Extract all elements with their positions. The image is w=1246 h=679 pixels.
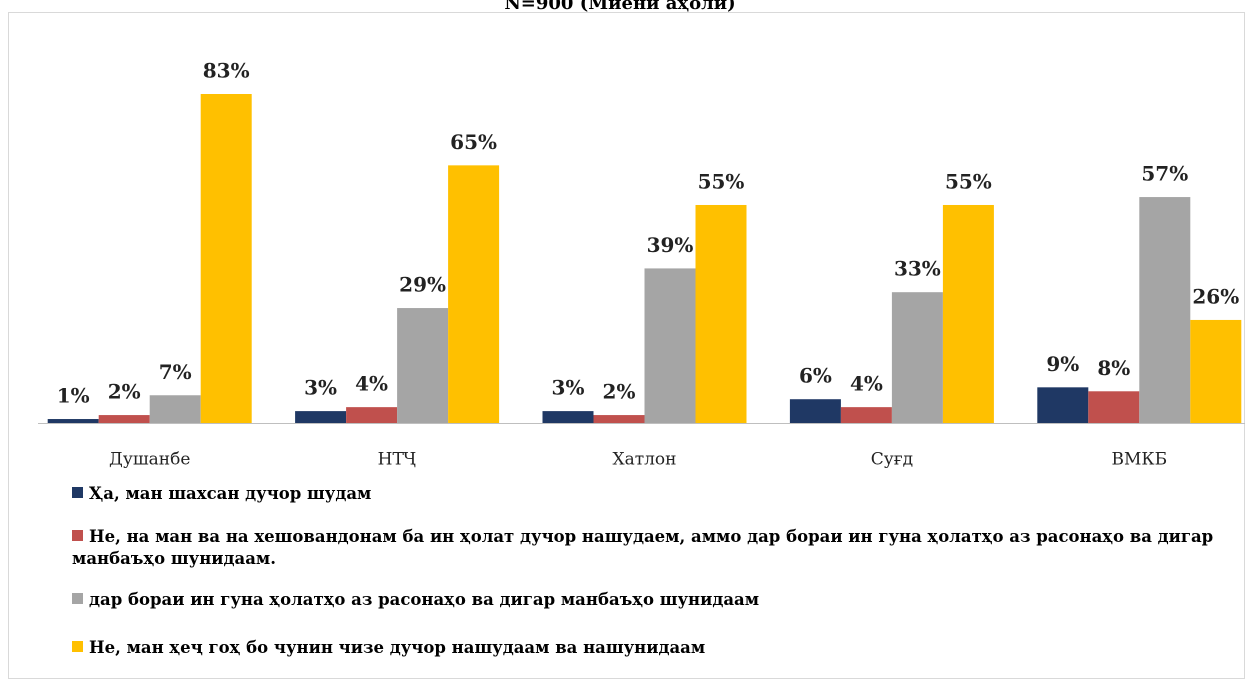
chart-title: N=900 (Миёни аҳолӣ) [504, 0, 735, 14]
legend-swatch [72, 530, 83, 541]
data-label: 6% [799, 364, 832, 388]
x-tick-label: ВМКБ [1112, 450, 1168, 470]
data-label: 2% [108, 380, 141, 404]
bar [200, 94, 252, 423]
bar [644, 268, 696, 423]
data-label: 7% [159, 360, 192, 384]
bar [542, 411, 594, 423]
data-label: 3% [552, 376, 585, 400]
bar [1037, 387, 1089, 423]
bar [47, 419, 99, 423]
data-label: 2% [603, 380, 636, 404]
data-label: 3% [304, 376, 337, 400]
bar [346, 407, 398, 423]
bar [295, 411, 347, 423]
data-label: 4% [355, 372, 388, 396]
bar [98, 415, 150, 423]
data-label: 4% [850, 372, 883, 396]
x-tick-label: Хатлон [612, 450, 676, 470]
bar [1139, 197, 1191, 423]
data-label: 9% [1046, 352, 1079, 376]
data-label: 65% [450, 130, 497, 154]
x-tick-label: НТҶ [378, 450, 417, 470]
bar [695, 204, 747, 423]
data-label: 26% [1192, 284, 1239, 308]
x-tick-label: Суғд [871, 450, 913, 470]
bar [789, 399, 841, 423]
data-label: 1% [57, 384, 90, 408]
legend-label: Не, на ман ва на хешовандонам ба ин ҳола… [72, 527, 1214, 568]
data-label: 57% [1141, 162, 1188, 186]
data-label: 55% [945, 169, 992, 193]
legend-item: Не, на ман ва на хешовандонам ба ин ҳола… [72, 526, 1222, 570]
legend-label: дар бораи ин гуна ҳолатҳо аз расонаҳо ва… [89, 590, 760, 609]
bar [891, 292, 943, 423]
bar [448, 165, 500, 423]
bar [149, 395, 201, 423]
legend-item: Не, ман ҳеҷ гоҳ бо чунин чизе дучор нашу… [72, 637, 1222, 659]
data-label: 39% [647, 233, 694, 257]
legend-label: Не, ман ҳеҷ гоҳ бо чунин чизе дучор нашу… [89, 638, 706, 657]
legend-item: дар бораи ин гуна ҳолатҳо аз расонаҳо ва… [72, 589, 1222, 611]
data-label: 8% [1097, 356, 1130, 380]
data-label: 29% [399, 273, 446, 297]
bar [942, 204, 994, 423]
bar [593, 415, 645, 423]
bar [397, 308, 449, 423]
bar [1190, 319, 1242, 423]
data-label: 33% [894, 257, 941, 281]
legend-swatch [72, 593, 83, 604]
legend-swatch [72, 641, 83, 652]
legend-swatch [72, 487, 83, 498]
bar [840, 407, 892, 423]
chart-frame [8, 12, 1245, 679]
data-label: 83% [203, 59, 250, 83]
bar [1088, 391, 1140, 423]
data-label: 55% [698, 169, 745, 193]
x-tick-label: Душанбе [109, 450, 190, 470]
legend-item: Ҳа, ман шахсан дучор шудам [72, 483, 1222, 505]
legend-label: Ҳа, ман шахсан дучор шудам [89, 484, 372, 503]
